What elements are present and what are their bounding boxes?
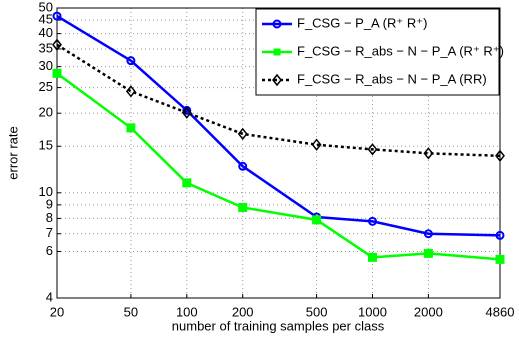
x-tick-label: 20 [50,304,64,319]
point [52,11,62,21]
point [52,38,62,51]
y-tick-label: 25 [39,79,53,94]
x-tick-label: 2000 [414,304,443,319]
point [367,143,378,156]
y-tick-label: 40 [39,25,53,40]
legend-marker [272,19,282,29]
y-tick-label: 8 [46,210,53,225]
point [238,202,248,212]
series-line [56,43,501,158]
y-tick-label: 10 [39,184,53,199]
point [52,68,62,78]
point [238,161,248,171]
y-tick-label: 15 [39,138,53,153]
plot-frame [56,7,501,299]
point [423,229,433,239]
point [237,127,248,141]
x-axis-label: number of training samples per class [172,318,385,333]
point [495,254,505,264]
point [182,178,192,188]
series-line [56,72,501,261]
series-line [56,15,501,237]
point [423,248,433,258]
legend-label: F_CSG − R_abs − N − P_A (RR) [297,71,487,86]
x-tick-label: 100 [176,304,198,319]
x-tick-label: 1000 [358,304,387,319]
point [126,123,136,133]
legend-label: F_CSG − P_A (R⁺ R⁺) [297,15,427,30]
y-tick-label: 50 [39,0,53,14]
point [312,215,322,225]
y-tick-label: 6 [46,243,53,258]
point [126,56,136,66]
legend-box [255,8,500,96]
y-tick-label: 7 [46,225,53,240]
legend-label: F_CSG − R_abs − N − P_A (R⁺ R⁺) [297,43,504,58]
y-tick-label: 20 [39,105,53,120]
y-tick-label: 30 [39,58,53,73]
x-tick-label: 200 [232,304,254,319]
y-axis-label: error rate [5,126,20,179]
y-tick-label: 9 [46,196,53,211]
legend-marker [272,73,282,87]
y-tick-label: 45 [39,12,53,27]
point [495,230,505,240]
legend-marker [273,48,281,56]
x-tick-label: 50 [124,304,138,319]
point [125,85,136,98]
point [311,138,322,151]
point [181,106,192,119]
x-tick-label: 500 [306,304,328,319]
point [367,252,377,262]
point [367,216,377,226]
point [495,149,505,163]
x-tick-label: 4860 [486,304,515,319]
y-tick-label: 35 [39,40,53,55]
y-tick-label: 4 [46,289,53,304]
point [423,147,434,160]
